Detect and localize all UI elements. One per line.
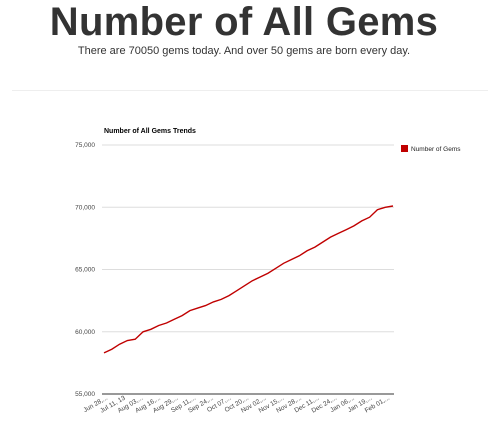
page-title: Number of All Gems [49, 0, 439, 44]
legend-label: Number of Gems [411, 146, 461, 153]
series-line-number-of-gems [103, 205, 394, 354]
y-axis-ticks: 55,000 60,000 65,000 70,000 75,000 [75, 142, 95, 398]
y-tick-label: 75,000 [75, 142, 95, 149]
series-layer [103, 205, 394, 354]
y-tick-label: 70,000 [75, 204, 95, 211]
y-tick-label: 55,000 [75, 391, 95, 398]
chart-title: Number of All Gems Trends [104, 128, 196, 135]
page-subtitle: There are 70050 gems today. And over 50 … [77, 45, 411, 57]
legend: Number of Gems [401, 145, 461, 153]
y-tick-label: 65,000 [75, 267, 95, 274]
y-tick-label: 60,000 [75, 329, 95, 336]
legend-swatch [401, 145, 408, 152]
divider [12, 90, 488, 91]
grid-layer [102, 144, 394, 395]
